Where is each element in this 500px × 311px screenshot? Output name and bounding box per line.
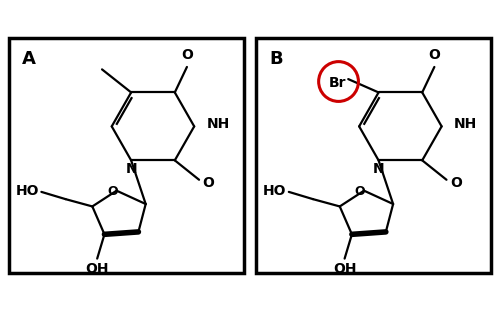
Text: O: O [107, 185, 118, 198]
Text: A: A [22, 50, 36, 68]
Text: N: N [373, 161, 384, 176]
Text: O: O [450, 176, 462, 190]
Text: N: N [126, 161, 137, 176]
Text: HO: HO [16, 184, 39, 198]
Text: B: B [270, 50, 283, 68]
Text: O: O [181, 48, 193, 62]
Text: O: O [354, 185, 365, 198]
Text: Br: Br [328, 76, 346, 90]
Text: OH: OH [86, 262, 109, 276]
Text: NH: NH [206, 117, 230, 131]
Text: NH: NH [454, 117, 477, 131]
Text: O: O [202, 176, 214, 190]
Text: OH: OH [333, 262, 356, 276]
Text: O: O [428, 48, 440, 62]
Text: HO: HO [263, 184, 286, 198]
